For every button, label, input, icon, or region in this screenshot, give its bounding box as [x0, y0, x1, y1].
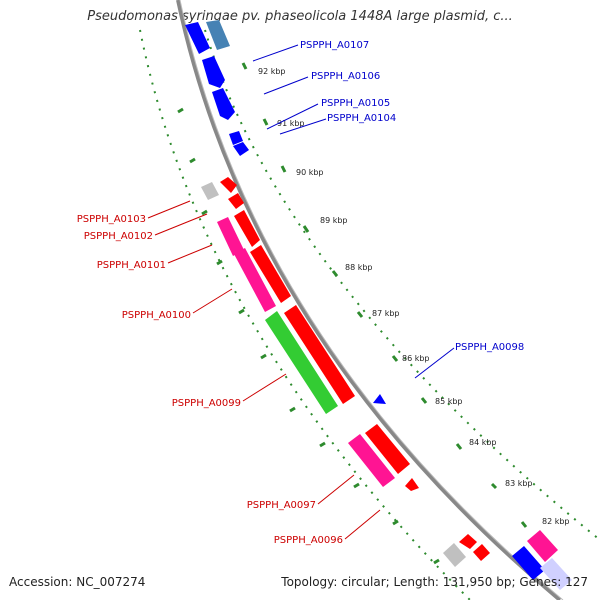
gene-feature[interactable] [234, 248, 276, 312]
scale-label: 83 kbp [505, 479, 533, 488]
gene-label[interactable]: PSPPH_A0102 [84, 231, 153, 242]
gene-feature[interactable] [443, 543, 466, 567]
gene-label[interactable]: PSPPH_A0099 [172, 398, 241, 409]
gene-feature[interactable] [473, 544, 490, 561]
gene-feature[interactable] [228, 193, 244, 209]
gene-label[interactable]: PSPPH_A0107 [300, 40, 369, 51]
gene-feature[interactable] [348, 434, 395, 487]
forward-genes [185, 20, 572, 590]
gene-feature[interactable] [284, 305, 355, 404]
gene-label[interactable]: PSPPH_A0103 [77, 214, 146, 225]
topology-label: Topology: circular; Length: 131,950 bp; … [281, 575, 588, 589]
inner-ticks [177, 107, 440, 565]
gene-label[interactable]: PSPPH_A0106 [311, 71, 380, 82]
gene-feature[interactable] [512, 546, 545, 580]
gene-feature[interactable] [229, 131, 243, 145]
forward-label-leaders [252, 44, 455, 379]
gene-label[interactable]: PSPPH_A0100 [122, 310, 191, 321]
reverse-genes [201, 177, 490, 567]
gene-feature[interactable] [202, 56, 225, 88]
scale-label: 86 kbp [402, 354, 430, 363]
gene-label[interactable]: PSPPH_A0098 [455, 342, 524, 353]
scale-label: 87 kbp [372, 309, 400, 318]
gene-feature[interactable] [527, 530, 558, 562]
gene-feature[interactable] [365, 424, 410, 474]
scale-ticks [241, 62, 528, 528]
plasmid-backbone [176, 0, 562, 600]
gene-feature[interactable] [459, 534, 477, 549]
gene-label[interactable]: PSPPH_A0097 [247, 500, 316, 511]
gene-label[interactable]: PSPPH_A0101 [97, 260, 166, 271]
scale-label: 84 kbp [469, 438, 497, 447]
scale-label: 82 kbp [542, 517, 570, 526]
gene-label[interactable]: PSPPH_A0105 [321, 98, 390, 109]
scale-label: 92 kbp [258, 67, 286, 76]
gene-feature[interactable] [185, 22, 210, 54]
reverse-gene-labels: PSPPH_A0103 PSPPH_A0102 PSPPH_A0101 PSPP… [77, 214, 343, 546]
gene-feature[interactable] [212, 88, 235, 120]
gene-feature[interactable] [540, 558, 572, 590]
scale-label: 89 kbp [320, 216, 348, 225]
scale-label: 90 kbp [296, 168, 324, 177]
gene-feature[interactable] [265, 311, 338, 414]
scale-labels: 92 kbp 91 kbp 90 kbp 89 kbp 88 kbp 87 kb… [258, 67, 570, 526]
gene-feature[interactable] [405, 478, 419, 491]
forward-gene-labels: PSPPH_A0107 PSPPH_A0106 PSPPH_A0105 PSPP… [300, 40, 524, 353]
scale-label: 91 kbp [277, 119, 305, 128]
gene-feature[interactable] [233, 142, 249, 156]
gene-feature[interactable] [250, 245, 291, 303]
gene-feature[interactable] [217, 217, 244, 256]
gene-feature[interactable] [373, 394, 386, 404]
reverse-label-leaders [147, 200, 381, 540]
gene-label[interactable]: PSPPH_A0104 [327, 113, 396, 124]
plasmid-backbone-shadow [179, 0, 564, 600]
scale-label: 88 kbp [345, 263, 373, 272]
gene-feature[interactable] [201, 182, 219, 200]
outer-tick-ring [204, 29, 600, 541]
accession-label: Accession: NC_007274 [9, 575, 146, 589]
gene-feature[interactable] [206, 20, 230, 50]
scale-label: 85 kbp [435, 397, 463, 406]
gene-label[interactable]: PSPPH_A0096 [274, 535, 343, 546]
map-title: Pseudomonas syringae pv. phaseolicola 14… [87, 9, 513, 24]
gene-feature[interactable] [220, 177, 237, 193]
gene-feature[interactable] [234, 210, 260, 247]
